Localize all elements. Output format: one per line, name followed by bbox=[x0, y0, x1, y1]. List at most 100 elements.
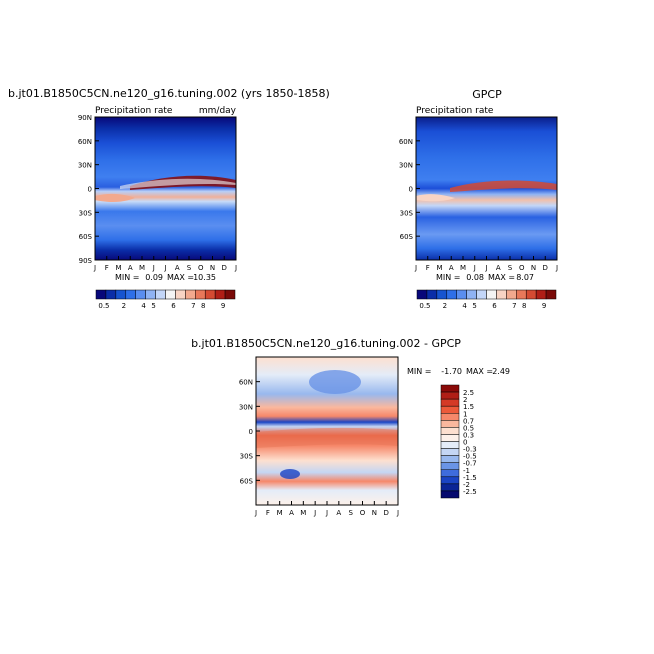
panel-diff-ytick-label: 60S bbox=[240, 477, 254, 485]
panel-obs-colorbar-bin bbox=[416, 289, 428, 300]
panel-diff-colorbar-bin bbox=[440, 455, 460, 463]
panel-diff-ytick-label: 60N bbox=[239, 379, 253, 387]
panel-obs-colorbar-label: 7 bbox=[512, 302, 516, 310]
panel-diff-colorbar-bin bbox=[440, 476, 460, 485]
panel-obs-colorbar-bin bbox=[476, 289, 487, 300]
panel-obs-colorbar-bin bbox=[506, 289, 517, 300]
panel-obs-xtick-label: J bbox=[414, 264, 417, 272]
panel-obs-ytick-label: 30N bbox=[399, 162, 413, 170]
panel-model-ytick-label: 0 bbox=[88, 186, 92, 194]
panel-obs-xtick-label: S bbox=[508, 264, 513, 272]
panel-model-xtick-label: A bbox=[128, 264, 133, 272]
panel-obs-subtitle-left: Precipitation rate bbox=[416, 106, 494, 116]
panel-model-xtick-label: D bbox=[222, 264, 227, 272]
panel-diff-anomaly-north bbox=[309, 370, 361, 394]
panel-model-colorbar-label: 6 bbox=[171, 302, 176, 310]
panel-obs-colorbar-bin bbox=[446, 289, 457, 300]
panel-model-colorbar-bin bbox=[105, 289, 117, 300]
panel-diff-ytick-label: 30N bbox=[239, 403, 253, 411]
panel-diff-colorbar-bin bbox=[440, 405, 460, 414]
panel-obs-ytick-label: 60S bbox=[400, 233, 414, 241]
panel-diff-colorbar-label: -2 bbox=[463, 481, 470, 489]
panel-diff-colorbar-bin bbox=[440, 448, 460, 456]
panel-model-colorbar: 0.5 2 4 5 6 7 8 9 bbox=[95, 289, 236, 310]
panel-model-xtick-label: J bbox=[234, 264, 237, 272]
panel-diff-max-label: MAX = bbox=[466, 367, 493, 376]
panel-diff-colorbar-label: 0 bbox=[463, 439, 467, 447]
panel-diff-xtick-label: N bbox=[372, 509, 377, 517]
panel-model-colorbar-bin bbox=[115, 289, 127, 300]
panel-obs-colorbar-label: 0.5 bbox=[419, 302, 430, 310]
panel-model-field bbox=[95, 117, 236, 260]
panel-diff-min-label: MIN = bbox=[407, 367, 432, 376]
panel-diff-xtick-label: J bbox=[254, 509, 257, 517]
panel-model-colorbar-bin bbox=[185, 289, 196, 300]
panel-obs-colorbar-label: 6 bbox=[492, 302, 497, 310]
panel-model-min-value: 0.09 bbox=[145, 273, 163, 282]
panel-diff-xtick-label: F bbox=[266, 509, 270, 517]
panel-diff-xtick-label: J bbox=[325, 509, 328, 517]
panel-diff-colorbar-label: 1 bbox=[463, 410, 467, 418]
panel-obs-spcz bbox=[416, 194, 455, 202]
panel-obs-xtick-label: D bbox=[543, 264, 548, 272]
panel-diff-colorbar-label: -0.5 bbox=[463, 453, 477, 461]
panel-obs-title: GPCP bbox=[472, 88, 502, 101]
panel-model-title: b.jt01.B1850C5CN.ne120_g16.tuning.002 (y… bbox=[8, 87, 330, 100]
panel-obs-colorbar-bin bbox=[535, 289, 547, 300]
panel-diff-xtick-label: J bbox=[313, 509, 316, 517]
panel-model-xtick-label: S bbox=[187, 264, 192, 272]
panel-obs-colorbar-bin bbox=[486, 289, 497, 300]
panel-diff-colorbar: 2.521.510.70.50.30-0.3-0.5-0.7-1-1.5-2-2… bbox=[440, 384, 477, 499]
panel-model-colorbar-label: 2 bbox=[122, 302, 126, 310]
panel-obs-colorbar-bin bbox=[516, 289, 527, 300]
panel-model-colorbar-label: 9 bbox=[221, 302, 225, 310]
panel-diff-colorbar-label: 0.3 bbox=[463, 431, 474, 439]
panel-obs-xtick-label: N bbox=[531, 264, 536, 272]
panel-obs-xtick-label: A bbox=[496, 264, 501, 272]
panel-obs-xtick-label: O bbox=[519, 264, 525, 272]
panel-diff-colorbar-label: 2 bbox=[463, 396, 467, 404]
panel-model-ytick-label: 60S bbox=[79, 233, 93, 241]
panel-obs-colorbar-label: 5 bbox=[472, 302, 476, 310]
panel-obs-itcz-max bbox=[450, 180, 557, 192]
panel-model-min-label: MIN = bbox=[115, 273, 140, 282]
panel-obs-xtick-label: J bbox=[484, 264, 487, 272]
panel-diff-colorbar-label: -1.5 bbox=[463, 474, 477, 482]
panel-obs-xtick-label: M bbox=[460, 264, 466, 272]
panel-diff-colorbar-bin bbox=[440, 490, 460, 499]
panel-obs-max-label: MAX = bbox=[488, 273, 515, 282]
panel-obs-min-label: MIN = bbox=[436, 273, 461, 282]
panel-diff-colorbar-bin bbox=[440, 420, 460, 428]
panel-diff-xtick-label: M bbox=[300, 509, 306, 517]
panel-obs-colorbar-label: 8 bbox=[522, 302, 526, 310]
panel-model-colorbar-label: 7 bbox=[191, 302, 195, 310]
panel-diff-colorbar-bin bbox=[440, 483, 460, 492]
panel-model-colorbar-label: 8 bbox=[201, 302, 205, 310]
panel-model-ytick-label: 30S bbox=[79, 209, 93, 217]
panel-diff-min-value: -1.70 bbox=[441, 367, 462, 376]
panel-model-xtick-label: F bbox=[105, 264, 109, 272]
panel-diff-colorbar-label: -2.5 bbox=[463, 488, 477, 496]
panel-diff-colorbar-bin bbox=[440, 434, 460, 442]
panel-diff-colorbar-bin bbox=[440, 384, 460, 393]
panel-model-spcz bbox=[95, 193, 135, 202]
panel-model-colorbar-bin bbox=[165, 289, 176, 300]
panel-diff-xtick-label: D bbox=[383, 509, 388, 517]
panel-diff-colorbar-label: 2.5 bbox=[463, 389, 474, 397]
panel-obs: GPCP Precipitation rate 60N 30N 0 30S 60S J F… bbox=[399, 88, 558, 310]
panel-model-xtick-label: O bbox=[198, 264, 204, 272]
panel-model-ytick-label: 90N bbox=[78, 114, 92, 122]
panel-obs-colorbar-label: 2 bbox=[443, 302, 447, 310]
panel-diff-xtick-label: J bbox=[396, 509, 399, 517]
panel-obs-colorbar-bin bbox=[545, 289, 557, 300]
panel-diff-xtick-label: A bbox=[336, 509, 341, 517]
panel-diff-xtick-label: A bbox=[289, 509, 294, 517]
panel-diff-ytick-label: 30S bbox=[240, 453, 254, 461]
panel-model-colorbar-bin bbox=[155, 289, 166, 300]
panel-obs-xtick-label: F bbox=[426, 264, 430, 272]
panel-obs-min-value: 0.08 bbox=[466, 273, 484, 282]
panel-model-colorbar-bin bbox=[145, 289, 156, 300]
panel-model-colorbar-bin bbox=[214, 289, 226, 300]
